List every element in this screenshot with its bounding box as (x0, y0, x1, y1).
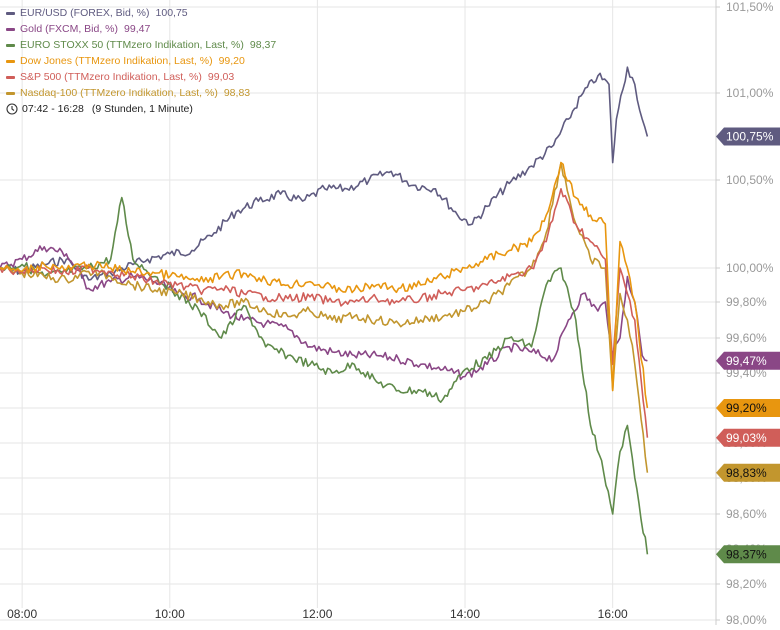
legend-swatch (6, 43, 15, 47)
legend-series-value: 100,75 (155, 7, 188, 19)
end-label-text: 99,03% (726, 431, 767, 445)
legend-series-name: Nasdaq-100 (TTMzero Indikation, Last, %) (20, 87, 218, 99)
time-duration: (9 Stunden, 1 Minute) (91, 103, 193, 115)
series-line (0, 196, 649, 555)
legend-item[interactable]: S&P 500 (TTMzero Indikation, Last, %) 99,… (6, 69, 276, 85)
legend-item[interactable]: EURO STOXX 50 (TTMzero Indikation, Last,… (6, 37, 276, 53)
legend-series-value: 98,83 (223, 87, 251, 99)
legend-item[interactable]: EUR/USD (FOREX, Bid, %) 100,75 (6, 5, 276, 21)
legend-series-name: EURO STOXX 50 (TTMzero Indikation, Last,… (20, 39, 244, 51)
end-label-text: 100,75% (726, 130, 774, 144)
series-lines (0, 66, 649, 555)
y-tick-label: 99,80% (726, 295, 767, 309)
end-label-flag (716, 351, 780, 370)
end-label-text: 98,83% (726, 466, 767, 480)
legend-swatch (6, 91, 15, 95)
y-tick-label: 100,50% (726, 173, 774, 187)
end-label-text: 99,20% (726, 401, 767, 415)
end-label: 99,20% (716, 399, 780, 417)
legend-series-value: 99,20 (218, 55, 245, 67)
legend-series-name: EUR/USD (FOREX, Bid, %) (20, 7, 150, 19)
clock-icon (6, 103, 18, 115)
legend-series-name: S&P 500 (TTMzero Indikation, Last, %) (20, 71, 202, 83)
end-label-flag (716, 463, 780, 482)
series-line (0, 161, 649, 473)
end-label: 100,75% (716, 127, 780, 146)
x-tick-label: 14:00 (450, 607, 480, 621)
y-tick-label: 99,60% (726, 331, 767, 345)
x-tick-label: 16:00 (598, 607, 628, 621)
end-label-flag (716, 127, 780, 146)
end-label-flag (716, 545, 780, 564)
legend-swatch (6, 75, 15, 79)
end-label: 98,83% (716, 463, 780, 482)
legend-swatch (6, 11, 15, 15)
y-tick-label: 101,50% (726, 0, 774, 14)
x-tick-label: 08:00 (7, 607, 37, 621)
x-tick-label: 10:00 (155, 607, 185, 621)
end-label-text: 99,47% (726, 354, 767, 368)
end-label-flag (716, 428, 780, 447)
series-line (0, 188, 649, 438)
end-label-flag (716, 399, 780, 417)
y-tick-label: 98,60% (726, 507, 767, 521)
time-info: 07:42 - 16:28 (9 Stunden, 1 Minute) (6, 101, 276, 117)
end-label: 98,37% (716, 545, 780, 564)
legend-swatch (6, 59, 15, 63)
legend-swatch (6, 27, 15, 31)
series-line (0, 245, 648, 381)
y-tick-label: 98,20% (726, 577, 767, 591)
legend-item[interactable]: Nasdaq-100 (TTMzero Indikation, Last, %)… (6, 85, 276, 101)
legend-series-value: 99,47 (124, 23, 151, 35)
end-label-text: 98,37% (726, 547, 767, 561)
end-labels: 100,75% 99,47% 99,20% 99,03% 98,83% 98,37% (716, 127, 780, 564)
legend-items: EUR/USD (FOREX, Bid, %) 100,75 Gold (FXCM,… (6, 5, 276, 101)
legend: EUR/USD (FOREX, Bid, %) 100,75 Gold (FXCM,… (6, 5, 276, 117)
legend-series-name: Dow Jones (TTMzero Indikation, Last, %) (20, 55, 213, 67)
end-label: 99,47% (716, 351, 780, 370)
time-range: 07:42 - 16:28 (22, 103, 84, 115)
y-tick-label: 98,00% (726, 613, 767, 625)
end-label: 99,03% (716, 428, 780, 447)
legend-item[interactable]: Gold (FXCM, Bid, %) 99,47 (6, 21, 276, 37)
y-tick-label: 101,00% (726, 86, 774, 100)
legend-series-value: 98,37 (249, 39, 277, 51)
series-line (0, 161, 649, 409)
legend-series-value: 99,03 (207, 71, 235, 83)
y-tick-label: 100,00% (726, 261, 774, 275)
legend-item[interactable]: Dow Jones (TTMzero Indikation, Last, %) 9… (6, 53, 276, 69)
x-tick-label: 12:00 (302, 607, 332, 621)
legend-series-name: Gold (FXCM, Bid, %) (20, 23, 119, 35)
